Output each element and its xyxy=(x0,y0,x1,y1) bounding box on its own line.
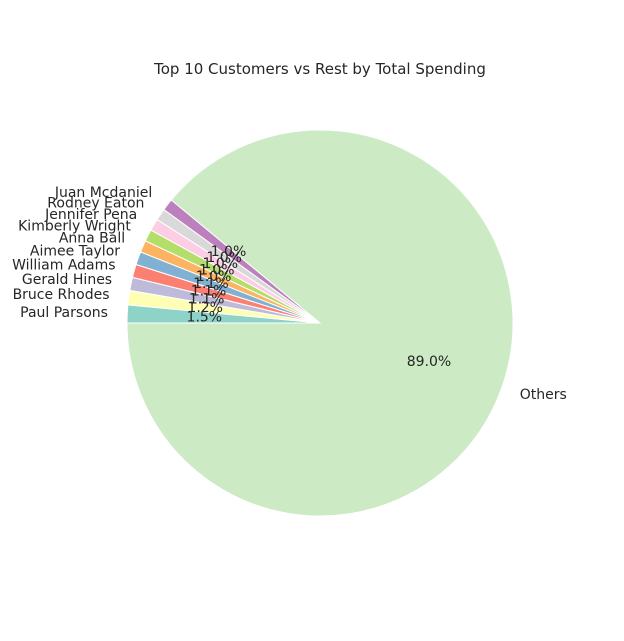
slice-label-bruce-rhodes: Bruce Rhodes xyxy=(13,287,110,303)
slice-label-gerald-hines: Gerald Hines xyxy=(22,272,112,288)
slice-label-juan-mcdaniel: Juan Mcdaniel xyxy=(54,185,152,201)
pie-slice-others xyxy=(126,129,514,517)
slice-label-others: Others xyxy=(520,387,567,403)
slice-label-anna-ball: Anna Ball xyxy=(59,231,125,247)
slice-label-kimberly-wright: Kimberly Wright xyxy=(18,219,131,235)
slice-percent-anna-ball: 1.0% xyxy=(196,269,232,285)
slice-label-rodney-eaton: Rodney Eaton xyxy=(47,196,144,212)
slice-percent-paul-parsons: 1.5% xyxy=(187,310,223,326)
chart-title: Top 10 Customers vs Rest by Total Spendi… xyxy=(153,60,486,78)
slice-percent-juan-mcdaniel: 1.0% xyxy=(211,244,247,260)
slice-percent-kimberly-wright: 1.0% xyxy=(199,262,235,278)
slice-label-william-adams: William Adams xyxy=(12,258,116,274)
slice-label-aimee-taylor: Aimee Taylor xyxy=(30,244,120,260)
pie-percent-labels: 1.5%1.2%1.1%1.1%1.1%1.0%1.0%1.0%1.0%1.0%… xyxy=(187,244,452,370)
slice-percent-jennifer-pena: 1.0% xyxy=(203,256,239,272)
slice-percent-others: 89.0% xyxy=(407,354,451,370)
slice-label-jennifer-pena: Jennifer Pena xyxy=(44,207,137,223)
slice-percent-aimee-taylor: 1.1% xyxy=(193,276,229,292)
slice-percent-gerald-hines: 1.1% xyxy=(189,292,225,308)
pie-slices xyxy=(126,129,514,517)
slice-percent-william-adams: 1.1% xyxy=(191,284,227,300)
slice-label-paul-parsons: Paul Parsons xyxy=(20,305,108,321)
slice-percent-bruce-rhodes: 1.2% xyxy=(187,300,223,316)
slice-percent-rodney-eaton: 1.0% xyxy=(206,250,242,266)
